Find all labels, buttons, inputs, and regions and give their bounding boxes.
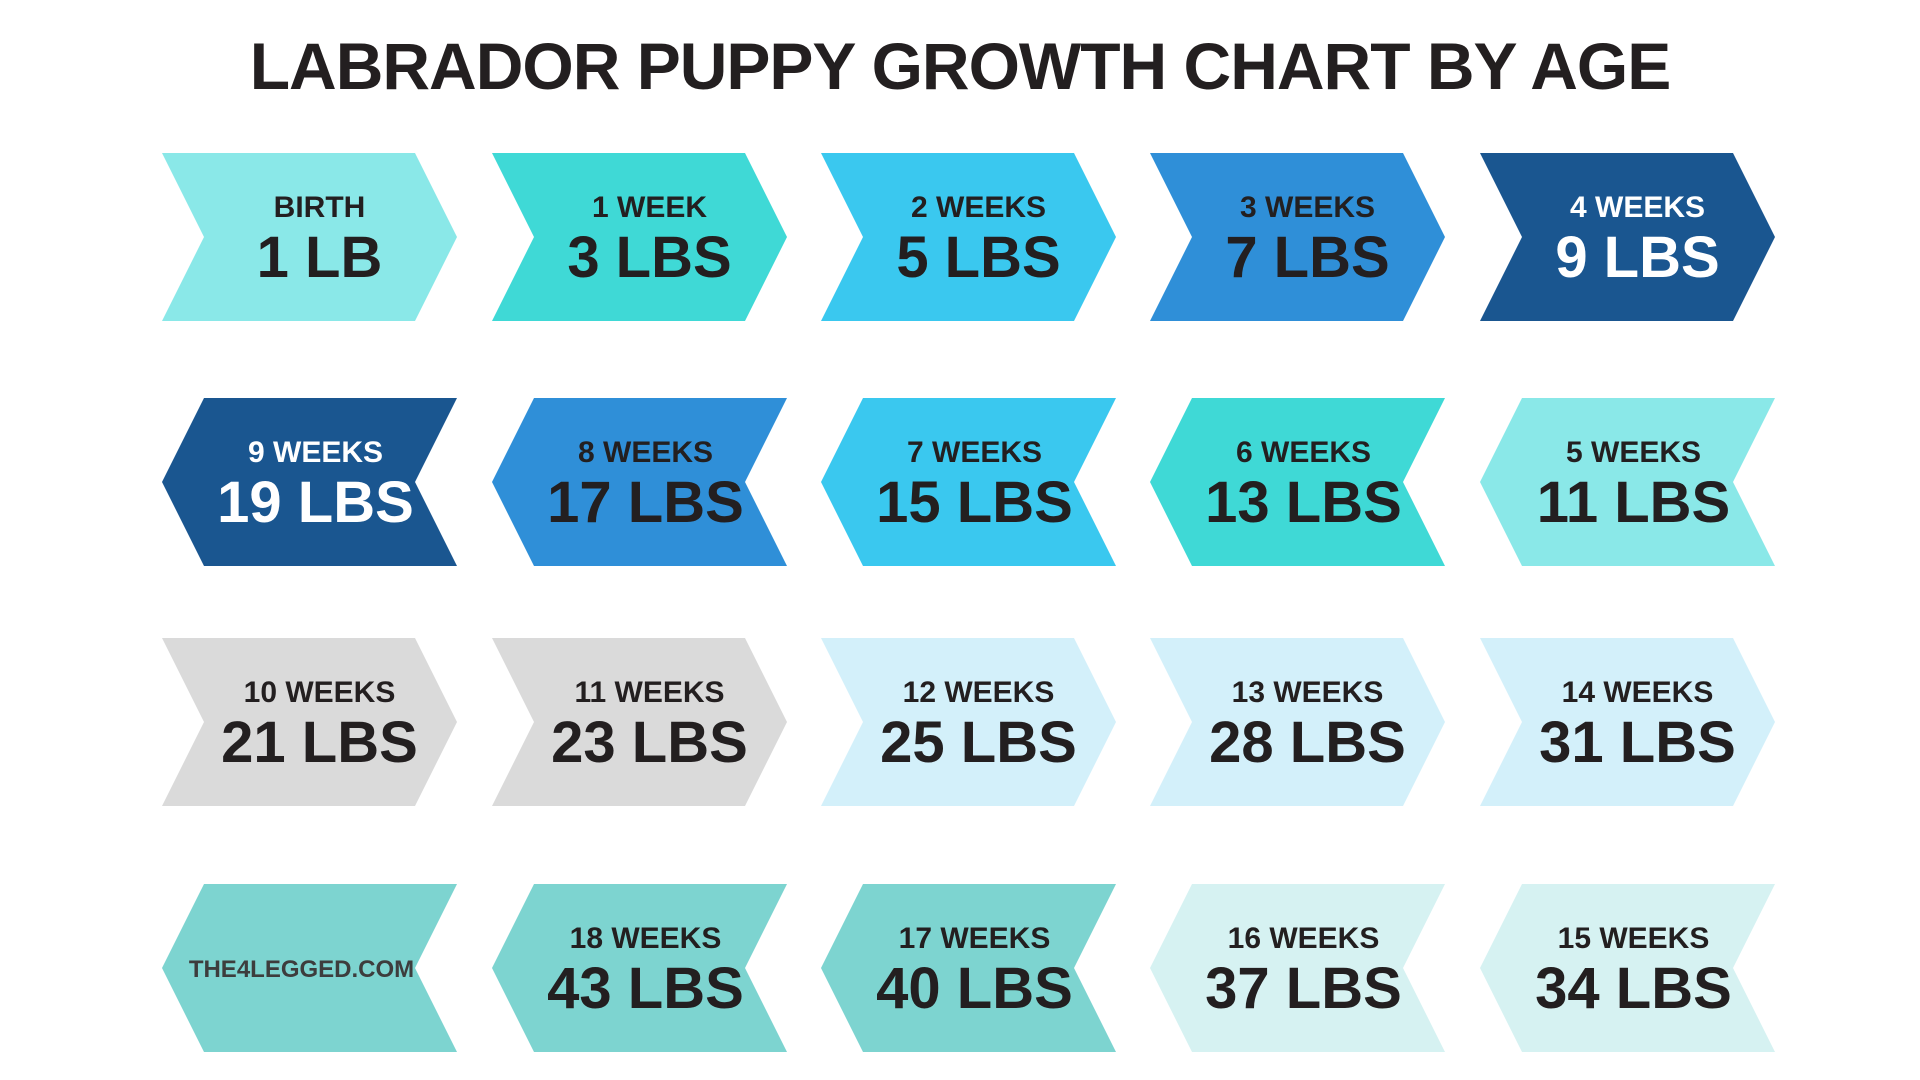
weight-label: 17 LBS — [547, 470, 744, 535]
age-label: 7 WEEKS — [907, 436, 1042, 469]
age-label: 12 WEEKS — [903, 676, 1055, 709]
weight-label: 28 LBS — [1209, 710, 1406, 775]
age-label: 17 WEEKS — [899, 922, 1051, 955]
age-label: 4 WEEKS — [1570, 191, 1705, 224]
chevron-shape — [821, 884, 1116, 1052]
age-label: 8 WEEKS — [578, 436, 713, 469]
weight-label: 40 LBS — [876, 956, 1073, 1021]
chevron-shape — [492, 638, 787, 806]
age-label: 6 WEEKS — [1236, 436, 1371, 469]
chevron-shape — [162, 884, 457, 1052]
chevron-shape — [162, 398, 457, 566]
weight-label: 19 LBS — [217, 470, 414, 535]
weight-label: 9 LBS — [1555, 225, 1719, 290]
weight-label: 43 LBS — [547, 956, 744, 1021]
chevron-shape — [821, 398, 1116, 566]
age-label: 10 WEEKS — [244, 676, 396, 709]
age-label: 16 WEEKS — [1228, 922, 1380, 955]
chevron-shape — [162, 638, 457, 806]
weight-label: 1 LB — [257, 225, 383, 290]
chevron-shape — [821, 153, 1116, 321]
age-label: 15 WEEKS — [1558, 922, 1710, 955]
chevron-shape — [1480, 638, 1775, 806]
weight-label: 21 LBS — [221, 710, 418, 775]
chevron-shape — [1480, 884, 1775, 1052]
age-label: BIRTH — [274, 191, 366, 224]
age-label: 14 WEEKS — [1562, 676, 1714, 709]
chevron-shape — [1150, 884, 1445, 1052]
weight-label: 23 LBS — [551, 710, 748, 775]
chevron-shape — [1150, 638, 1445, 806]
weight-label: 15 LBS — [876, 470, 1073, 535]
chevron-shape — [1150, 398, 1445, 566]
weight-label: 25 LBS — [880, 710, 1077, 775]
chevron-shape — [1480, 398, 1775, 566]
chevron-shape — [492, 884, 787, 1052]
weight-label: 11 LBS — [1537, 470, 1730, 535]
weight-label: 3 LBS — [567, 225, 731, 290]
age-label: 5 WEEKS — [1566, 436, 1701, 469]
chevron-shape — [821, 638, 1116, 806]
age-label: 11 WEEKS — [574, 676, 724, 709]
weight-label: 31 LBS — [1539, 710, 1736, 775]
chevron-shape — [1480, 153, 1775, 321]
weight-label: 37 LBS — [1205, 956, 1402, 1021]
weight-label: 34 LBS — [1535, 956, 1732, 1021]
chevron-shape — [492, 398, 787, 566]
chart-title: LABRADOR PUPPY GROWTH CHART BY AGE — [249, 29, 1672, 103]
site-watermark: THE4LEGGED.COM — [189, 956, 414, 983]
age-label: 3 WEEKS — [1240, 191, 1375, 224]
age-label: 1 WEEK — [592, 191, 707, 224]
weight-label: 5 LBS — [896, 225, 1060, 290]
growth-tile: THE4LEGGED.COM — [162, 884, 457, 1052]
chevron-shape — [492, 153, 787, 321]
weight-label: 13 LBS — [1205, 470, 1402, 535]
weight-label: 7 LBS — [1225, 225, 1389, 290]
age-label: 18 WEEKS — [570, 922, 722, 955]
chevron-shape — [162, 153, 457, 321]
chevron-shape — [1150, 153, 1445, 321]
age-label: 9 WEEKS — [248, 436, 383, 469]
age-label: 2 WEEKS — [911, 191, 1046, 224]
age-label: 13 WEEKS — [1232, 676, 1384, 709]
